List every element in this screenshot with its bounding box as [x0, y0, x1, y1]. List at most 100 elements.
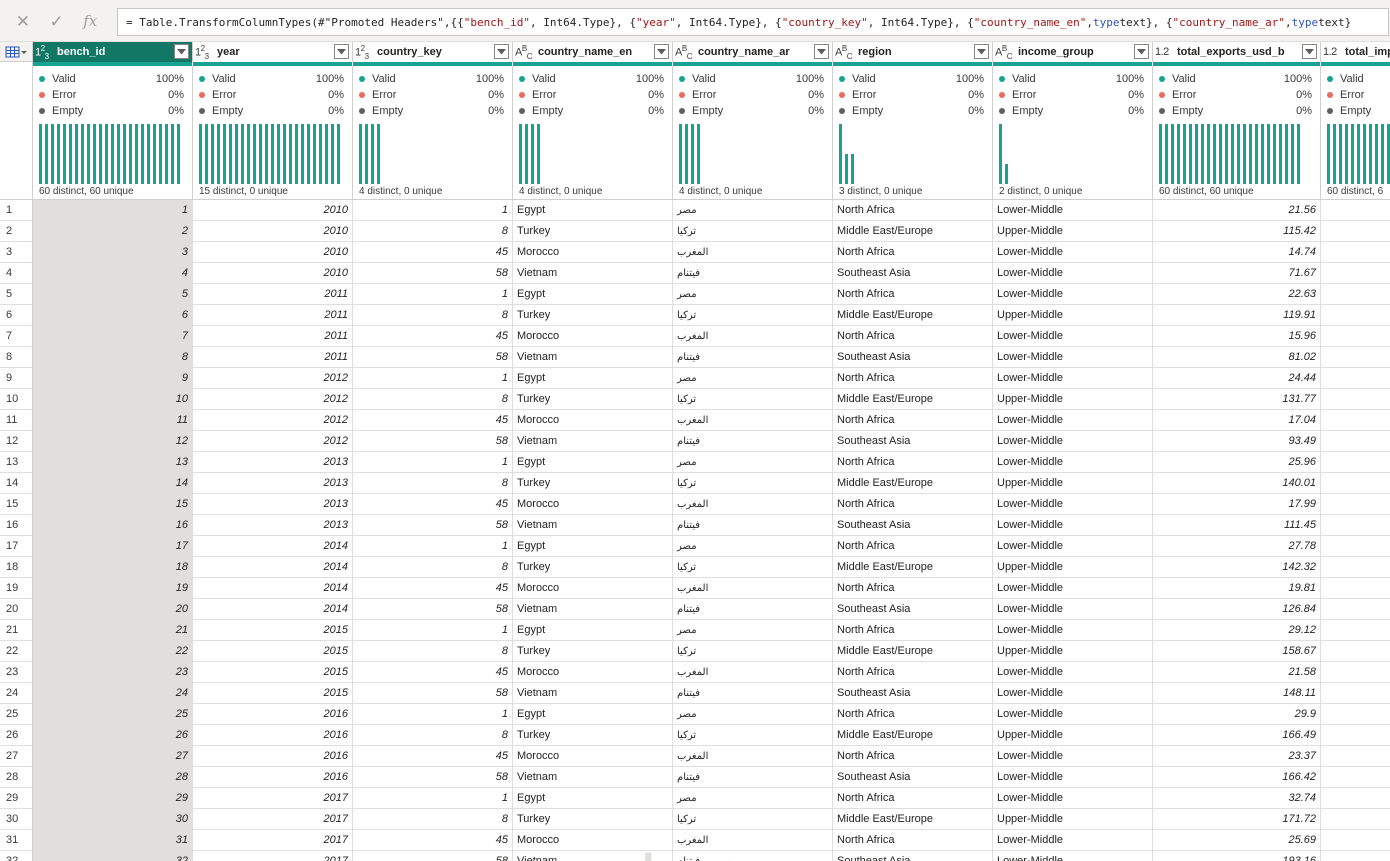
- table-cell[interactable]: مصر: [673, 284, 833, 305]
- table-cell[interactable]: 8: [353, 641, 513, 662]
- table-cell[interactable]: 8: [353, 809, 513, 830]
- histogram-bar[interactable]: [63, 124, 66, 184]
- table-cell[interactable]: 14.74: [1153, 242, 1321, 263]
- histogram-bar[interactable]: [205, 124, 208, 184]
- column-distribution-histogram[interactable]: [39, 124, 189, 184]
- table-cell[interactable]: 126.84: [1153, 599, 1321, 620]
- table-cell[interactable]: North Africa: [833, 368, 993, 389]
- table-cell[interactable]: [1321, 368, 1390, 389]
- table-cell[interactable]: Lower-Middle: [993, 284, 1153, 305]
- histogram-bar[interactable]: [1213, 124, 1216, 184]
- table-cell[interactable]: 29.9: [1153, 704, 1321, 725]
- row-number[interactable]: 22: [0, 641, 33, 662]
- histogram-bar[interactable]: [247, 124, 250, 184]
- histogram-bar[interactable]: [999, 124, 1002, 184]
- formula-input[interactable]: = Table.TransformColumnTypes(#"Promoted …: [117, 8, 1389, 36]
- table-cell[interactable]: North Africa: [833, 620, 993, 641]
- table-cell[interactable]: 1: [353, 284, 513, 305]
- table-cell[interactable]: North Africa: [833, 578, 993, 599]
- whole-number-type-icon[interactable]: 123: [355, 43, 369, 61]
- table-cell[interactable]: Egypt: [513, 788, 673, 809]
- table-cell[interactable]: [1321, 641, 1390, 662]
- table-cell[interactable]: 2010: [193, 200, 353, 221]
- table-cell[interactable]: [1321, 221, 1390, 242]
- histogram-bar[interactable]: [377, 124, 380, 184]
- table-cell[interactable]: [1321, 326, 1390, 347]
- histogram-bar[interactable]: [271, 124, 274, 184]
- table-cell[interactable]: Morocco: [513, 578, 673, 599]
- histogram-bar[interactable]: [1375, 124, 1378, 184]
- row-number[interactable]: 18: [0, 557, 33, 578]
- row-number[interactable]: 26: [0, 725, 33, 746]
- whole-number-type-icon[interactable]: 123: [195, 43, 209, 61]
- table-cell[interactable]: Middle East/Europe: [833, 221, 993, 242]
- histogram-bar[interactable]: [325, 124, 328, 184]
- table-cell[interactable]: 2014: [193, 557, 353, 578]
- histogram-bar[interactable]: [51, 124, 54, 184]
- table-cell[interactable]: 20: [33, 599, 193, 620]
- table-cell[interactable]: 21.58: [1153, 662, 1321, 683]
- row-number[interactable]: 14: [0, 473, 33, 494]
- table-cell[interactable]: Turkey: [513, 809, 673, 830]
- table-cell[interactable]: 2017: [193, 788, 353, 809]
- table-cell[interactable]: 1: [353, 704, 513, 725]
- table-cell[interactable]: 2015: [193, 620, 353, 641]
- histogram-bar[interactable]: [1237, 124, 1240, 184]
- table-cell[interactable]: 22.63: [1153, 284, 1321, 305]
- table-cell[interactable]: 25: [33, 704, 193, 725]
- histogram-bar[interactable]: [1225, 124, 1228, 184]
- table-cell[interactable]: 148.11: [1153, 683, 1321, 704]
- histogram-bar[interactable]: [531, 124, 534, 184]
- table-cell[interactable]: North Africa: [833, 200, 993, 221]
- row-number[interactable]: 16: [0, 515, 33, 536]
- table-cell[interactable]: [1321, 431, 1390, 452]
- table-cell[interactable]: Egypt: [513, 284, 673, 305]
- histogram-bar[interactable]: [289, 124, 292, 184]
- table-cell[interactable]: [1321, 347, 1390, 368]
- row-number[interactable]: 5: [0, 284, 33, 305]
- table-cell[interactable]: 29.12: [1153, 620, 1321, 641]
- table-cell[interactable]: 2013: [193, 452, 353, 473]
- table-cell[interactable]: 2011: [193, 326, 353, 347]
- table-cell[interactable]: 58: [353, 431, 513, 452]
- table-cell[interactable]: Southeast Asia: [833, 347, 993, 368]
- histogram-bar[interactable]: [1249, 124, 1252, 184]
- table-cell[interactable]: 58: [353, 767, 513, 788]
- table-cell[interactable]: [1321, 263, 1390, 284]
- table-cell[interactable]: 2011: [193, 347, 353, 368]
- table-cell[interactable]: 158.67: [1153, 641, 1321, 662]
- text-type-icon[interactable]: ABC: [515, 43, 532, 61]
- table-cell[interactable]: 7: [33, 326, 193, 347]
- table-cell[interactable]: مصر: [673, 788, 833, 809]
- table-cell[interactable]: 8: [353, 725, 513, 746]
- table-cell[interactable]: North Africa: [833, 704, 993, 725]
- table-cell[interactable]: 2011: [193, 284, 353, 305]
- histogram-bar[interactable]: [337, 124, 340, 184]
- table-cell[interactable]: Vietnam: [513, 851, 673, 861]
- table-cell[interactable]: Southeast Asia: [833, 515, 993, 536]
- table-cell[interactable]: Lower-Middle: [993, 704, 1153, 725]
- histogram-bar[interactable]: [313, 124, 316, 184]
- table-cell[interactable]: 1: [353, 788, 513, 809]
- histogram-bar[interactable]: [1285, 124, 1288, 184]
- table-cell[interactable]: Lower-Middle: [993, 767, 1153, 788]
- table-cell[interactable]: North Africa: [833, 494, 993, 515]
- row-number[interactable]: 10: [0, 389, 33, 410]
- table-cell[interactable]: 2: [33, 221, 193, 242]
- table-cell[interactable]: Upper-Middle: [993, 221, 1153, 242]
- table-cell[interactable]: المغرب: [673, 662, 833, 683]
- column-header[interactable]: ABC country_name_ar: [673, 42, 833, 62]
- histogram-bar[interactable]: [1231, 124, 1234, 184]
- histogram-bar[interactable]: [845, 154, 848, 184]
- row-number[interactable]: 32: [0, 851, 33, 861]
- histogram-bar[interactable]: [1207, 124, 1210, 184]
- column-distribution-histogram[interactable]: [839, 124, 989, 184]
- column-header[interactable]: ABC region: [833, 42, 993, 62]
- table-cell[interactable]: 2012: [193, 410, 353, 431]
- table-cell[interactable]: [1321, 389, 1390, 410]
- table-cell[interactable]: North Africa: [833, 830, 993, 851]
- table-cell[interactable]: 193.16: [1153, 851, 1321, 861]
- table-cell[interactable]: 14: [33, 473, 193, 494]
- table-cell[interactable]: فيتنام: [673, 683, 833, 704]
- table-cell[interactable]: 11: [33, 410, 193, 431]
